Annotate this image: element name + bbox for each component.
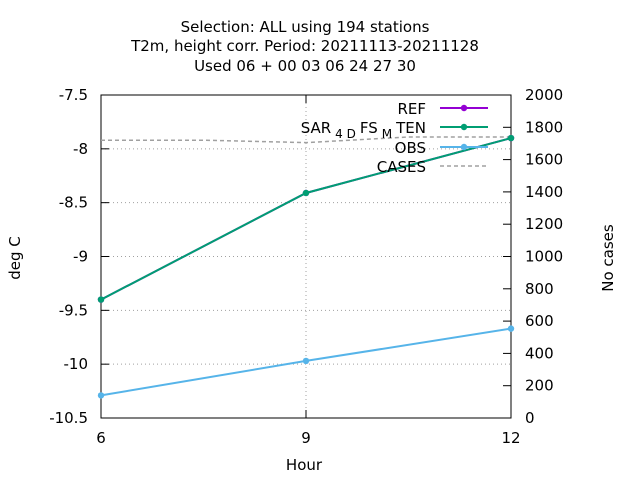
y-tick-label: -10 [64, 355, 89, 373]
data-point [302, 189, 310, 197]
y2-tick-label: 400 [525, 344, 554, 362]
y2-tick-label: 0 [525, 409, 535, 427]
y2-tick-label: 200 [525, 377, 554, 395]
data-point [302, 357, 310, 365]
y2-tick-label: 2000 [525, 86, 563, 104]
x-axis-label: Hour [286, 456, 323, 474]
y-axis-ticks: -7.5 -8 -8.5 -9 -9.5 -10 -10.5 [49, 86, 109, 427]
legend-label-ref: REF [397, 100, 426, 118]
y2-tick-label: 600 [525, 312, 554, 330]
legend-label-sar: SAR 4 D FS M TEN [301, 119, 426, 141]
y2-tick-label: 1200 [525, 215, 563, 233]
legend-marker [460, 104, 468, 112]
data-point [97, 296, 105, 303]
chart-title-line-1: Selection: ALL using 194 stations [181, 18, 430, 36]
data-point [97, 392, 105, 399]
legend-marker [460, 143, 468, 151]
grid-lines [101, 95, 511, 418]
y2-tick-label: 1000 [525, 248, 563, 266]
x-axis-ticks: 6 9 12 [96, 95, 521, 447]
legend-label-obs: OBS [395, 139, 426, 157]
y2-tick-label: 800 [525, 280, 554, 298]
data-point [507, 134, 515, 142]
x-tick-label: 9 [301, 429, 311, 447]
y-tick-label: -8.5 [59, 194, 88, 212]
legend-label-cases: CASES [377, 158, 426, 176]
chart-title-line-2: T2m, height corr. Period: 20211113-20211… [130, 37, 479, 55]
series-group [97, 134, 515, 399]
y2-axis-label: No cases [599, 224, 617, 292]
series-line-cases [101, 136, 511, 144]
x-tick-label: 12 [501, 429, 520, 447]
y2-tick-label: 1600 [525, 151, 563, 169]
y-tick-label: -10.5 [49, 409, 88, 427]
y-tick-label: -9.5 [59, 301, 88, 319]
chart-title-line-3: Used 06 + 00 03 06 24 27 30 [194, 57, 416, 75]
y2-tick-label: 1400 [525, 183, 563, 201]
legend: REF SAR 4 D FS M TEN OBS CASES [301, 100, 488, 176]
x-tick-label: 6 [96, 429, 106, 447]
data-point [507, 325, 515, 332]
y-tick-label: -9 [73, 248, 88, 266]
y-axis-label: deg C [6, 236, 24, 280]
y2-tick-label: 1800 [525, 118, 563, 136]
y-tick-label: -7.5 [59, 86, 88, 104]
legend-marker [460, 123, 468, 131]
y-tick-label: -8 [73, 140, 88, 158]
